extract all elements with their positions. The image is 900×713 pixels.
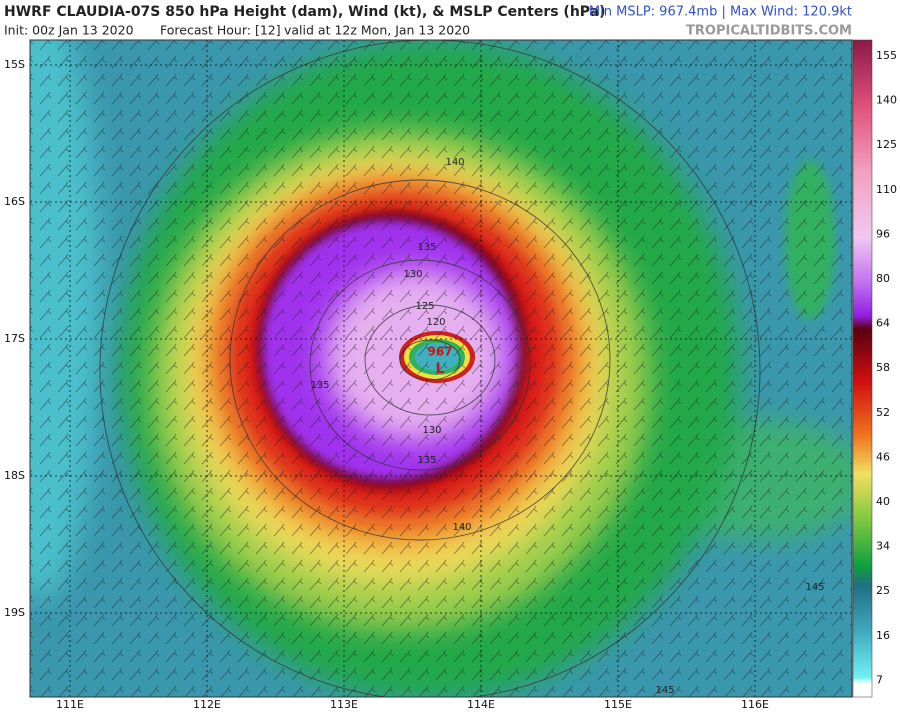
- contour-label: 145: [655, 685, 674, 696]
- title: HWRF CLAUDIA-07S 850 hPa Height (dam), W…: [4, 4, 606, 20]
- colorbar-label: 52: [876, 406, 890, 419]
- colorbar-label: 34: [876, 540, 890, 553]
- colorbar-label: 40: [876, 495, 890, 508]
- stats: Min MSLP: 967.4mb | Max Wind: 120.9kt: [589, 5, 852, 20]
- lat-label: 16S: [4, 195, 25, 208]
- colorbar-label: 80: [876, 272, 890, 285]
- lat-label: 19S: [4, 606, 25, 619]
- map: [30, 40, 852, 697]
- lon-label: 111E: [56, 698, 84, 711]
- low-marker: L: [436, 361, 445, 377]
- contour-label: 145: [805, 582, 824, 593]
- colorbar-label: 46: [876, 450, 890, 463]
- lat-label: 17S: [4, 332, 25, 345]
- lon-label: 115E: [604, 698, 632, 711]
- contour-label: 120: [426, 317, 445, 328]
- contour-label: 140: [445, 157, 464, 168]
- contour-label: 130: [403, 269, 422, 280]
- map-frame: [29, 39, 853, 698]
- contour-label: 135: [417, 242, 436, 253]
- valid-time: valid at 12z Mon, Jan 13 2020: [284, 23, 470, 38]
- header: HWRF CLAUDIA-07S 850 hPa Height (dam), W…: [4, 4, 852, 39]
- colorbar-label: 96: [876, 227, 890, 240]
- contour-label: 140: [452, 522, 471, 533]
- colorbar: [852, 39, 873, 698]
- lat-label: 15S: [4, 58, 25, 71]
- colorbar-label: 7: [876, 673, 883, 686]
- colorbar-label: 125: [876, 138, 897, 151]
- contour-label: 135: [417, 455, 436, 466]
- center-pressure: 967: [427, 345, 452, 359]
- contour-label: 130: [422, 425, 441, 436]
- colorbar-label: 16: [876, 629, 890, 642]
- lon-label: 114E: [467, 698, 495, 711]
- colorbar-label: 25: [876, 584, 890, 597]
- colorbar-label: 140: [876, 94, 897, 107]
- colorbar-label: 155: [876, 49, 897, 62]
- colorbar-label: 64: [876, 317, 890, 330]
- lon-label: 113E: [330, 698, 358, 711]
- contour-label: 125: [415, 301, 434, 312]
- colorbar-label: 58: [876, 361, 890, 374]
- lon-label: 116E: [741, 698, 769, 711]
- credit: TROPICALTIDBITS.COM: [686, 24, 852, 39]
- colorbar-label: 110: [876, 183, 897, 196]
- forecast-hour: Forecast Hour: [12]: [160, 23, 281, 38]
- lat-label: 18S: [4, 469, 25, 482]
- lon-label: 112E: [193, 698, 221, 711]
- contour-label: 135: [310, 380, 329, 391]
- init: Init: 00z Jan 13 2020: [4, 23, 134, 38]
